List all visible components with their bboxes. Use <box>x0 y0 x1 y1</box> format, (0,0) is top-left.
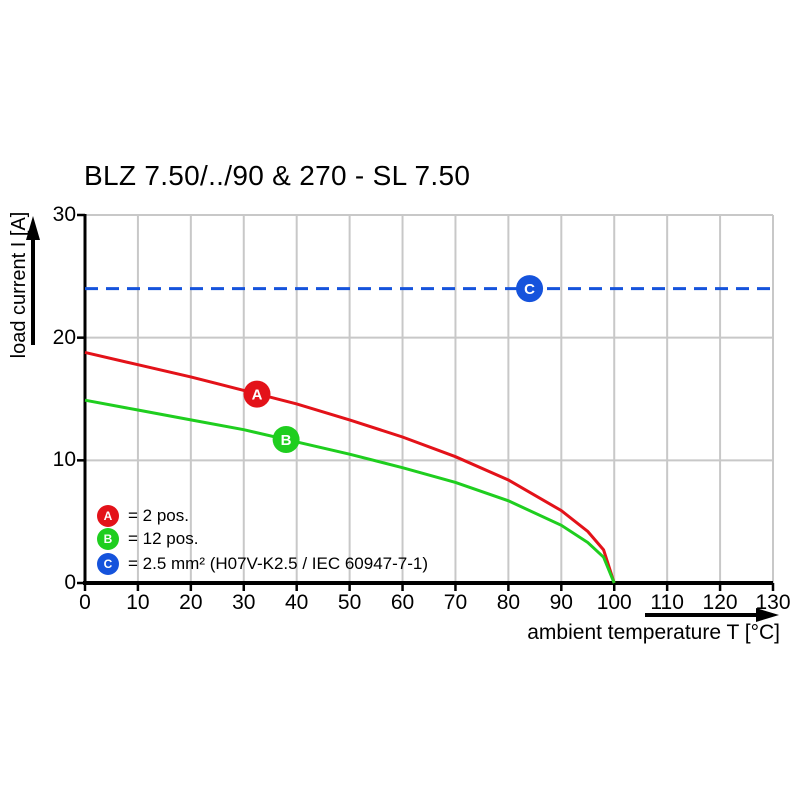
x-tick-label: 130 <box>755 591 791 614</box>
x-tick-label: 100 <box>596 591 632 614</box>
legend-item-C: C = 2.5 mm² (H07V-K2.5 / IEC 60947-7-1) <box>97 553 428 575</box>
curve-marker-letter-B: B <box>281 432 292 449</box>
x-tick-label: 80 <box>496 591 521 614</box>
curve-marker-B <box>272 425 300 453</box>
x-tick-label: 0 <box>79 591 91 614</box>
curve-marker-letter-C: C <box>524 281 535 298</box>
x-tick-label: 30 <box>232 591 256 614</box>
x-tick-label: 90 <box>549 591 573 614</box>
chart-title: BLZ 7.50/../90 & 270 - SL 7.50 <box>84 160 471 191</box>
x-tick-label: 60 <box>390 591 415 614</box>
y-tick-label: 10 <box>52 448 76 472</box>
y-axis-label: load current I [A] <box>8 211 30 359</box>
y-tick-label: 30 <box>52 203 76 226</box>
x-axis-arrow-head-icon <box>756 608 779 622</box>
x-tick-label: 110 <box>650 591 684 614</box>
curve-marker-C <box>516 275 544 303</box>
y-axis-arrow-head-icon <box>26 216 40 240</box>
legend-label: = 2 pos. <box>128 506 189 525</box>
curve-A <box>84 350 616 584</box>
legend-marker-C-icon: C <box>97 553 119 575</box>
y-tick-label: 20 <box>52 325 76 349</box>
x-tick-label: 10 <box>126 591 150 614</box>
legend-marker-A-icon: A <box>97 505 119 527</box>
curve-marker-letter-A: A <box>252 387 263 404</box>
x-tick-label: 40 <box>285 591 309 614</box>
legend-item-A: A = 2 pos. <box>97 505 189 527</box>
x-tick-label: 50 <box>337 591 362 614</box>
curve-B <box>84 398 616 584</box>
y-tick-label: 0 <box>64 571 76 594</box>
legend-item-B: B = 12 pos. <box>97 528 198 550</box>
x-axis-label: ambient temperature T [°C] <box>527 621 780 644</box>
x-tick-label: 70 <box>443 591 468 614</box>
x-tick-label: 120 <box>702 591 738 614</box>
legend-label: = 12 pos. <box>128 529 199 548</box>
legend-marker-B-icon: B <box>97 528 119 550</box>
x-tick-label: 20 <box>179 591 203 614</box>
curve-marker-A <box>243 380 271 408</box>
legend-label: = 2.5 mm² (H07V-K2.5 / IEC 60947-7-1) <box>128 554 428 573</box>
